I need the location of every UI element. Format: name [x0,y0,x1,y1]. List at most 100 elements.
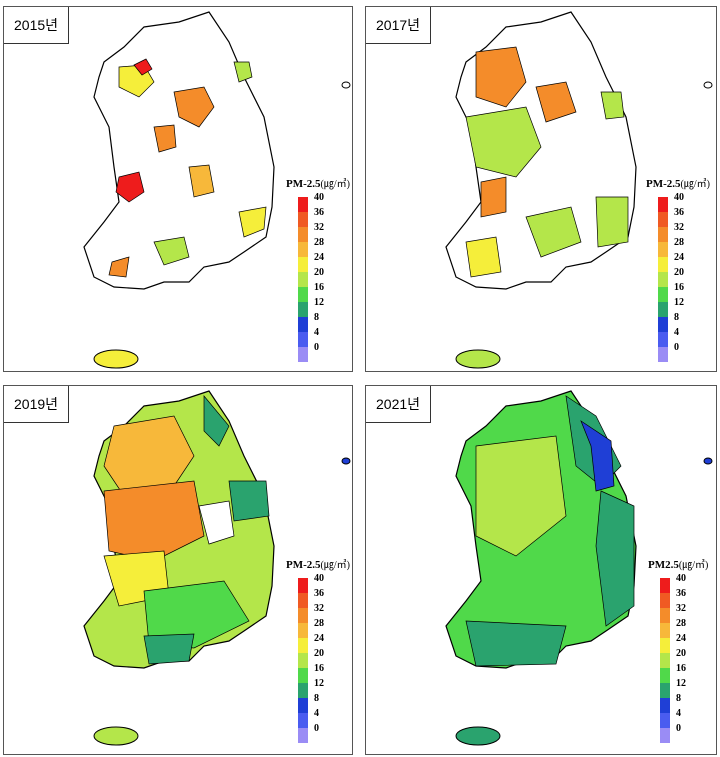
dokdo-island [703,457,713,465]
region-chungcheong [465,106,542,178]
legend-swatch [658,197,668,212]
legend-swatch [658,302,668,317]
legend-swatch [298,332,308,347]
year-label: 2015년 [4,7,70,44]
legend-title: PM-2.5(㎍/㎥) [646,178,710,190]
map-panel-2019: 2019년 PM-2.5(㎍/㎥) 40 36 32 28 24 20 16 12 8 4 0 [3,385,353,755]
region-central [173,86,215,128]
legend-tick-label: 36 [314,588,324,599]
jeju-island [93,349,139,369]
legend-colorbar [298,197,308,362]
legend-tick-label: 0 [674,342,679,353]
region-gangwon-east [600,91,625,120]
region-chungnam [115,171,145,203]
legend-tick-label: 32 [676,603,686,614]
legend-tick-label: 16 [674,282,684,293]
legend-colorbar [298,578,308,743]
legend-swatch [298,593,308,608]
legend-swatch [298,272,308,287]
legend-tick-label: 0 [314,342,319,353]
legend-swatch [298,287,308,302]
region-south-coast [465,620,567,667]
legend-tick-label: 4 [674,327,679,338]
legend: PM2.5(㎍/㎥) 40 36 32 28 24 20 16 12 8 4 0 [648,556,716,743]
korea-map-2015 [83,11,351,369]
region-east-coast [595,490,635,627]
legend-tick-label: 0 [314,723,319,734]
korea-map-2017 [445,11,713,369]
region-gyeonggi-hotspot [133,58,153,76]
legend-tick-label: 24 [314,252,324,263]
legend-tick-label: 8 [314,693,319,704]
dokdo-island [341,457,351,465]
legend-tick-label: 20 [314,648,324,659]
legend-tick-label: 4 [314,327,319,338]
year-label: 2017년 [366,7,432,44]
legend-colorbar [660,578,670,743]
legend-swatch [658,317,668,332]
legend-tick-label: 40 [674,192,684,203]
legend-swatch [298,347,308,362]
legend-swatch [298,638,308,653]
legend-title: PM2.5(㎍/㎥) [648,559,709,571]
legend-swatch [298,242,308,257]
legend: PM-2.5(㎍/㎥) 40 36 32 28 24 20 16 12 8 4 0 [646,175,716,362]
legend-swatch [660,683,670,698]
region-gangwon-north [203,395,230,447]
dokdo-island [703,81,713,89]
legend-swatch [298,197,308,212]
legend-tick-label: 4 [314,708,319,719]
legend-tick-label: 28 [314,618,324,629]
legend-colorbar [658,197,668,362]
legend-swatch [298,623,308,638]
legend-tick-label: 36 [314,207,324,218]
year-label: 2019년 [4,386,70,423]
legend-tick-label: 4 [676,708,681,719]
legend-swatch [298,317,308,332]
legend-tick-label: 32 [674,222,684,233]
legend-swatch [660,668,670,683]
legend-swatch [658,287,668,302]
legend: PM-2.5(㎍/㎥) 40 36 32 28 24 20 16 12 8 4 0 [286,556,352,743]
region-jeonnam [108,256,130,278]
legend-tick-label: 32 [314,222,324,233]
legend: PM-2.5(㎍/㎥) 40 36 32 28 24 20 16 12 8 4 0 [286,175,352,362]
region-south-coast [143,633,195,665]
legend-tick-label: 40 [314,573,324,584]
legend-swatch [298,728,308,743]
legend-tick-label: 32 [314,603,324,614]
legend-swatch [660,728,670,743]
legend-tick-label: 0 [676,723,681,734]
legend-swatch [660,638,670,653]
year-label: 2021년 [366,386,432,423]
region-chungcheong [103,480,205,562]
legend-swatch [658,257,668,272]
legend-swatch [298,653,308,668]
legend-tick-label: 28 [676,618,686,629]
map-panel-2015: 2015년 PM-2.5(㎍/㎥) 40 36 32 28 24 20 16 12 8 4 0 [3,6,353,372]
legend-title: PM-2.5(㎍/㎥) [286,559,350,571]
legend-tick-label: 28 [674,237,684,248]
legend-tick-label: 16 [676,663,686,674]
legend-swatch [298,302,308,317]
region-east-coast [228,480,270,522]
legend-swatch [658,227,668,242]
legend-swatch [298,698,308,713]
legend-swatch [298,713,308,728]
region-east-blue [580,420,615,492]
korea-map-2019 [83,390,351,746]
legend-tick-label: 20 [676,648,686,659]
legend-tick-label: 12 [676,678,686,689]
region-gyeongnam [143,580,250,649]
legend-swatch [658,212,668,227]
legend-tick-label: 16 [314,282,324,293]
legend-tick-label: 16 [314,663,324,674]
region-yeongnam [595,196,629,248]
legend-tick-label: 8 [314,312,319,323]
legend-swatch [660,593,670,608]
legend-swatch [298,212,308,227]
region-chungbuk [153,124,177,153]
jeju-island [455,726,501,746]
legend-swatch [298,668,308,683]
legend-swatch [298,683,308,698]
